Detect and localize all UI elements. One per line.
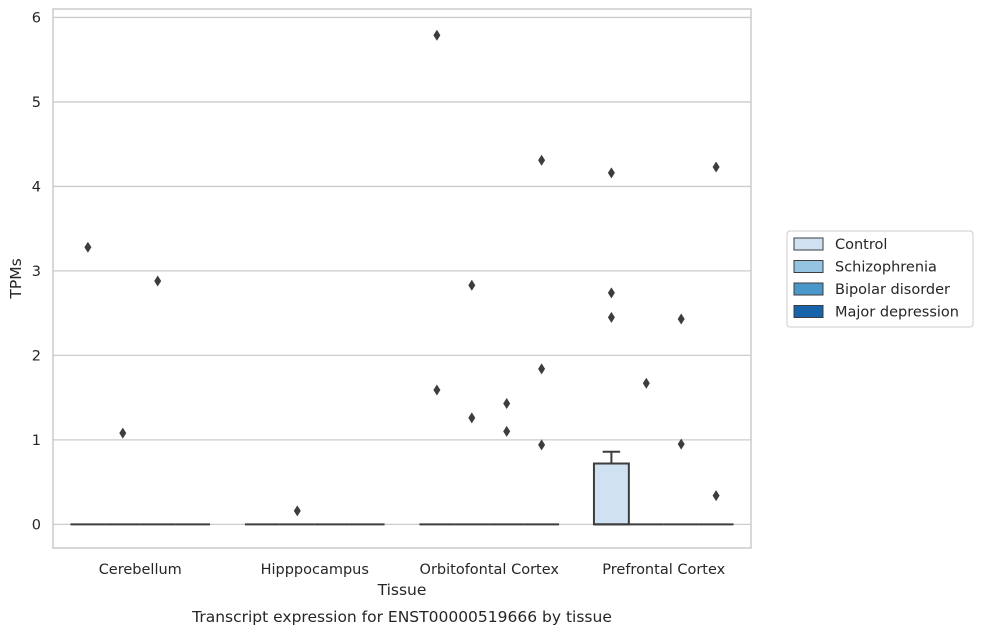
x-tick-labels: Cerebellum Hipppocampus Orbitofontal Corte…: [99, 562, 726, 578]
legend-item-0: Control: [793, 237, 887, 253]
outlier-point: [642, 377, 650, 389]
outlier-point: [84, 241, 92, 253]
outlier-point: [154, 275, 162, 287]
plot-frame: [52, 8, 752, 549]
y-tick-labels: 0 1 2 3 4 5 6: [32, 10, 41, 533]
outlier-point: [607, 287, 615, 299]
outlier-point: [712, 490, 720, 502]
x-tick-label-0: Cerebellum: [99, 562, 182, 578]
outlier-point: [538, 363, 546, 375]
legend-swatch: [793, 282, 824, 296]
outlier-point: [538, 439, 546, 451]
outlier-point: [293, 505, 301, 517]
y-tick-label-1: 1: [32, 433, 41, 449]
boxes: [70, 450, 734, 526]
y-tick-label-2: 2: [32, 348, 41, 364]
legend-label: Major depression: [835, 305, 959, 321]
outlier-point: [119, 427, 127, 439]
outliers: [84, 29, 720, 517]
y-tick-label-0: 0: [32, 517, 41, 533]
legend: Control Schizophrenia Bipolar disorder Majo…: [786, 230, 974, 328]
outlier-point: [607, 311, 615, 323]
y-axis-label: TPMs: [7, 258, 25, 299]
x-tick-label-3: Prefrontal Cortex: [602, 562, 725, 578]
outlier-point: [468, 279, 476, 291]
y-tick-label-5: 5: [32, 95, 41, 111]
x-tick-label-1: Hipppocampus: [261, 562, 369, 578]
legend-frame: [786, 230, 974, 328]
outlier-point: [503, 398, 511, 410]
outlier-point: [468, 412, 476, 424]
legend-swatch: [793, 305, 824, 318]
legend-label: Bipolar disorder: [835, 282, 950, 298]
legend-swatch: [793, 260, 824, 273]
outlier-point: [607, 167, 615, 179]
box-3-0: [592, 450, 630, 526]
chart-caption: Transcript expression for ENST0000051966…: [191, 608, 612, 626]
outlier-point: [712, 161, 720, 173]
legend-swatch: [793, 237, 824, 251]
outlier-point: [433, 29, 441, 41]
legend-label: Schizophrenia: [835, 260, 937, 276]
outlier-point: [677, 313, 685, 325]
gridlines: [53, 16, 751, 525]
legend-label: Control: [835, 237, 887, 253]
box-body: [592, 462, 630, 526]
y-tick-label-4: 4: [32, 179, 41, 195]
y-tick-label-3: 3: [32, 264, 41, 280]
outlier-point: [538, 154, 546, 166]
outlier-point: [503, 425, 511, 437]
x-axis-label: Tissue: [377, 581, 427, 599]
outlier-point: [677, 438, 685, 450]
y-tick-label-6: 6: [32, 10, 41, 26]
legend-item-1: Schizophrenia: [793, 260, 937, 276]
x-tick-label-2: Orbitofontal Cortex: [420, 562, 560, 578]
legend-item-2: Bipolar disorder: [793, 282, 950, 298]
legend-item-3: Major depression: [793, 305, 959, 321]
outlier-point: [433, 384, 441, 396]
